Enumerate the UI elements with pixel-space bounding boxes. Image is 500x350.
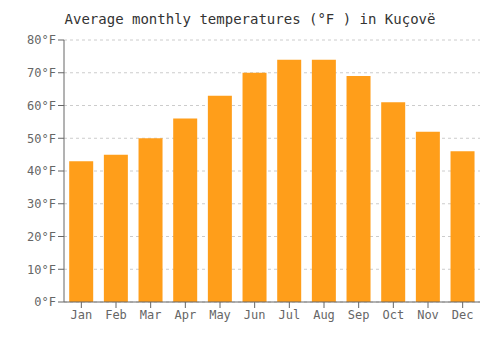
- svg-text:60°F: 60°F: [27, 99, 56, 113]
- svg-text:Dec: Dec: [452, 308, 474, 322]
- svg-text:30°F: 30°F: [27, 197, 56, 211]
- svg-text:0°F: 0°F: [34, 295, 56, 309]
- svg-text:Sep: Sep: [348, 308, 370, 322]
- svg-text:10°F: 10°F: [27, 263, 56, 277]
- svg-text:May: May: [209, 308, 231, 322]
- svg-text:Jun: Jun: [244, 308, 266, 322]
- svg-text:Aug: Aug: [313, 308, 335, 322]
- svg-text:Feb: Feb: [105, 308, 127, 322]
- svg-text:80°F: 80°F: [27, 33, 56, 47]
- svg-text:Apr: Apr: [174, 308, 196, 322]
- svg-text:50°F: 50°F: [27, 132, 56, 146]
- svg-text:Jan: Jan: [70, 308, 92, 322]
- svg-text:20°F: 20°F: [27, 230, 56, 244]
- svg-text:Oct: Oct: [382, 308, 404, 322]
- svg-text:70°F: 70°F: [27, 66, 56, 80]
- svg-text:Nov: Nov: [417, 308, 439, 322]
- svg-text:Mar: Mar: [140, 308, 162, 322]
- html-text:Average monthly temperatures (: Average monthly temperatures (°F ) in Ku…: [64, 11, 436, 27]
- svg-text:40°F: 40°F: [27, 164, 56, 178]
- svg-text:Jul: Jul: [278, 308, 300, 322]
